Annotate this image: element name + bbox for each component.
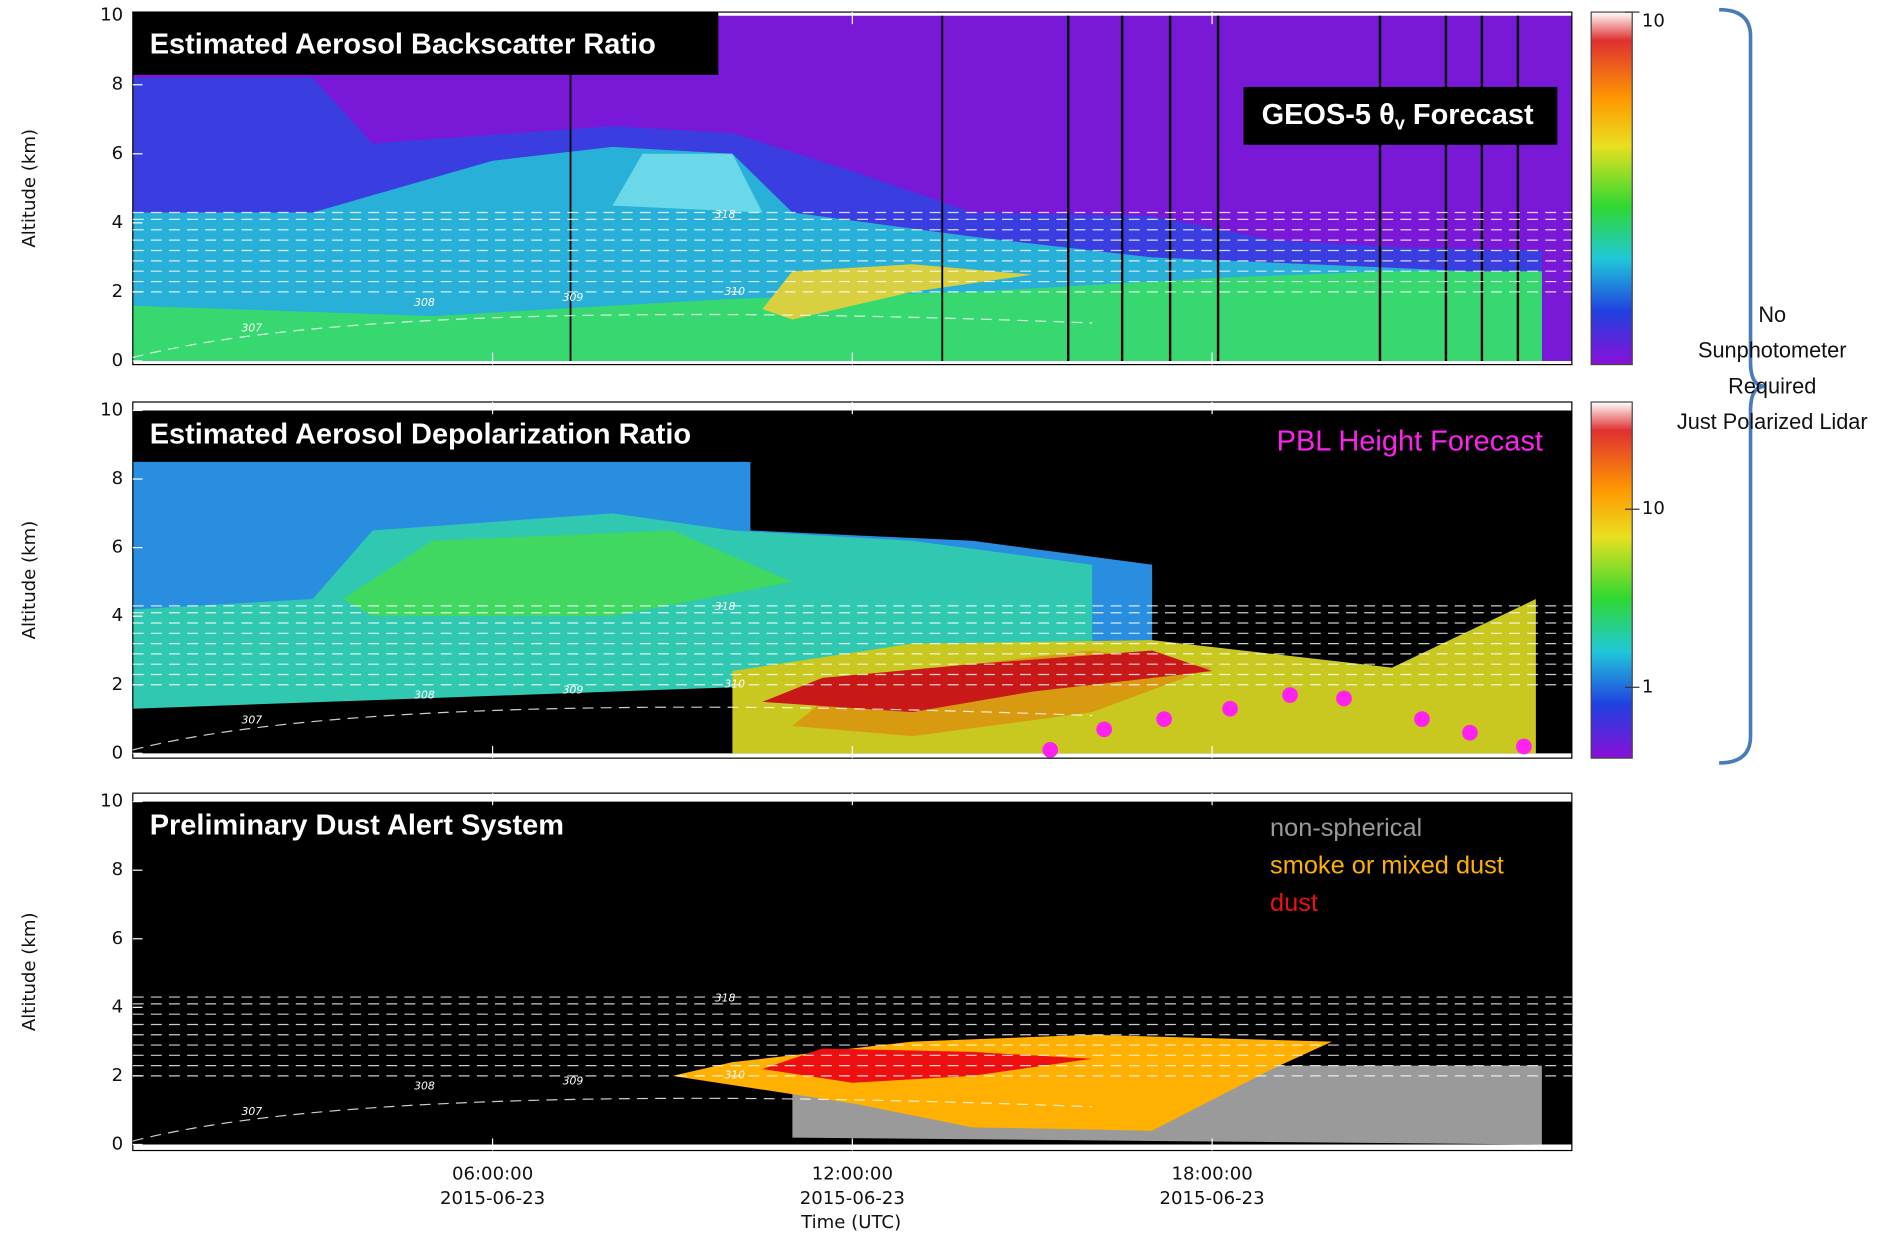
y-tick-label: 2 [112, 281, 124, 302]
contour-label: 308 [414, 296, 435, 309]
annotation-line: Sunphotometer [1698, 338, 1847, 363]
pbl-point [1336, 691, 1352, 707]
y-tick-label: 0 [112, 350, 124, 371]
panel: 307 308 309 310 318 [133, 793, 1572, 1150]
contour-label: 318 [715, 208, 736, 221]
pbl-point [1096, 721, 1112, 737]
y-tick-label: 2 [112, 674, 124, 695]
panel-title: Preliminary Dust Alert System [150, 810, 564, 842]
y-tick-label: 4 [112, 996, 124, 1017]
pbl-point [1414, 711, 1430, 727]
y-tick-label: 8 [112, 468, 124, 489]
x-tick-label: 18:00:00 [1171, 1164, 1252, 1185]
y-axis-title: Altitude (km) [19, 521, 40, 640]
y-tick-label: 10 [100, 399, 123, 420]
y-tick-label: 2 [112, 1065, 124, 1086]
y-tick-label: 6 [112, 928, 124, 949]
figure: 3073083093103180246810Altitude (km)Estim… [0, 0, 1893, 1239]
x-tick-date: 2015-06-23 [1160, 1188, 1265, 1209]
y-tick-label: 0 [112, 1133, 124, 1154]
colorbar [1591, 12, 1632, 365]
colorbar-tick-label: 1 [1642, 676, 1654, 697]
pbl-point [1462, 725, 1478, 741]
contour-label: 310 [724, 285, 745, 298]
legend-entry: smoke or mixed dust [1270, 852, 1504, 880]
contour-label: 309 [563, 1075, 584, 1088]
annotation-line: Required [1728, 373, 1816, 398]
series-label: PBL Height Forecast [1277, 426, 1543, 458]
contour-label: 318 [715, 991, 736, 1004]
pbl-point [1156, 711, 1172, 727]
pbl-point [1222, 701, 1238, 717]
colorbar-tick-label: 10 [1642, 11, 1665, 32]
contour-label: 309 [563, 291, 584, 304]
contour-label: 310 [724, 678, 745, 691]
contour-label: 307 [241, 1105, 262, 1118]
annotation-line: No [1758, 302, 1786, 327]
panel-title: Estimated Aerosol Depolarization Ratio [150, 418, 691, 450]
contour-label: 307 [241, 321, 262, 334]
pbl-point [1042, 742, 1058, 758]
y-tick-label: 6 [112, 143, 124, 164]
x-tick-label: 12:00:00 [812, 1164, 893, 1185]
colorbar [1591, 402, 1632, 758]
label-part: Forecast [1405, 99, 1534, 131]
label-part: GEOS-5 θ [1262, 99, 1395, 131]
x-tick-date: 2015-06-23 [800, 1188, 905, 1209]
panel: 307 308 309 310 318 [133, 12, 1572, 365]
legend-entry: dust [1270, 889, 1318, 917]
contour-label: 318 [715, 600, 736, 613]
y-tick-label: 4 [112, 605, 124, 626]
x-tick-date: 2015-06-23 [440, 1188, 545, 1209]
contour-label: 308 [414, 688, 435, 701]
y-tick-label: 8 [112, 859, 124, 880]
legend-entry: non-spherical [1270, 814, 1422, 842]
x-axis-title: Time (UTC) [800, 1212, 901, 1233]
y-tick-label: 6 [112, 537, 124, 558]
y-tick-label: 4 [112, 212, 124, 233]
y-axis-title: Altitude (km) [19, 912, 40, 1031]
y-tick-label: 0 [112, 742, 124, 763]
annotation-line: Just Polarized Lidar [1677, 409, 1868, 434]
contour-label: 308 [414, 1080, 435, 1093]
y-axis-title: Altitude (km) [19, 129, 40, 248]
contour-label: 310 [724, 1069, 745, 1082]
colorbar-tick-label: 10 [1642, 498, 1665, 519]
pbl-point [1516, 739, 1532, 755]
contour-label: 307 [241, 714, 262, 727]
y-tick-label: 8 [112, 74, 124, 95]
y-tick-label: 10 [100, 791, 123, 812]
y-tick-label: 10 [100, 5, 123, 26]
label-subscript: v [1395, 113, 1405, 133]
pbl-point [1282, 687, 1298, 703]
x-tick-label: 06:00:00 [452, 1164, 533, 1185]
panel-title: Estimated Aerosol Backscatter Ratio [150, 29, 656, 61]
contour-label: 309 [563, 684, 584, 697]
